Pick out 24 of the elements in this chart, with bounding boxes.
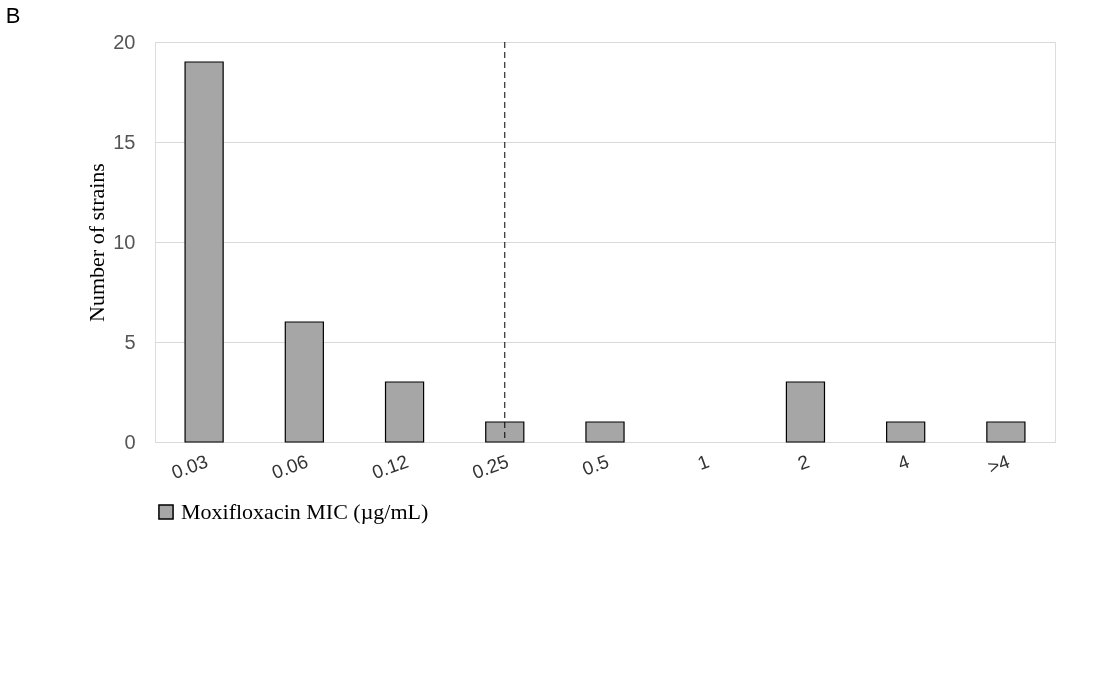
bar bbox=[886, 421, 926, 443]
x-tick-label: 0.03 bbox=[168, 450, 211, 483]
chart-title: B bbox=[5, 3, 21, 28]
y-tick-label: 20 bbox=[113, 30, 136, 53]
x-tick-label: 1 bbox=[694, 450, 712, 474]
x-tick-label: 4 bbox=[895, 450, 913, 474]
bar bbox=[585, 421, 625, 443]
bar bbox=[785, 381, 826, 443]
x-tick-label: 0.5 bbox=[579, 450, 612, 480]
x-tick-label: 0.06 bbox=[268, 450, 311, 483]
bar bbox=[986, 421, 1026, 443]
y-axis-title: Number of strains bbox=[84, 163, 110, 322]
y-tick-label: 5 bbox=[124, 330, 136, 353]
legend-label: Moxifloxacin MIC (µg/mL) bbox=[181, 499, 429, 524]
y-tick-label: 0 bbox=[124, 430, 136, 453]
x-tick-label: 0.25 bbox=[469, 450, 512, 483]
y-tick-label: 15 bbox=[113, 130, 136, 153]
x-tick-label: 0.12 bbox=[369, 450, 412, 483]
bar bbox=[384, 381, 425, 443]
bar bbox=[184, 61, 224, 443]
x-tick-label: 2 bbox=[794, 450, 812, 474]
x-tick-label: >4 bbox=[984, 450, 1013, 478]
bar bbox=[284, 321, 324, 443]
y-tick-label: 10 bbox=[113, 230, 136, 253]
